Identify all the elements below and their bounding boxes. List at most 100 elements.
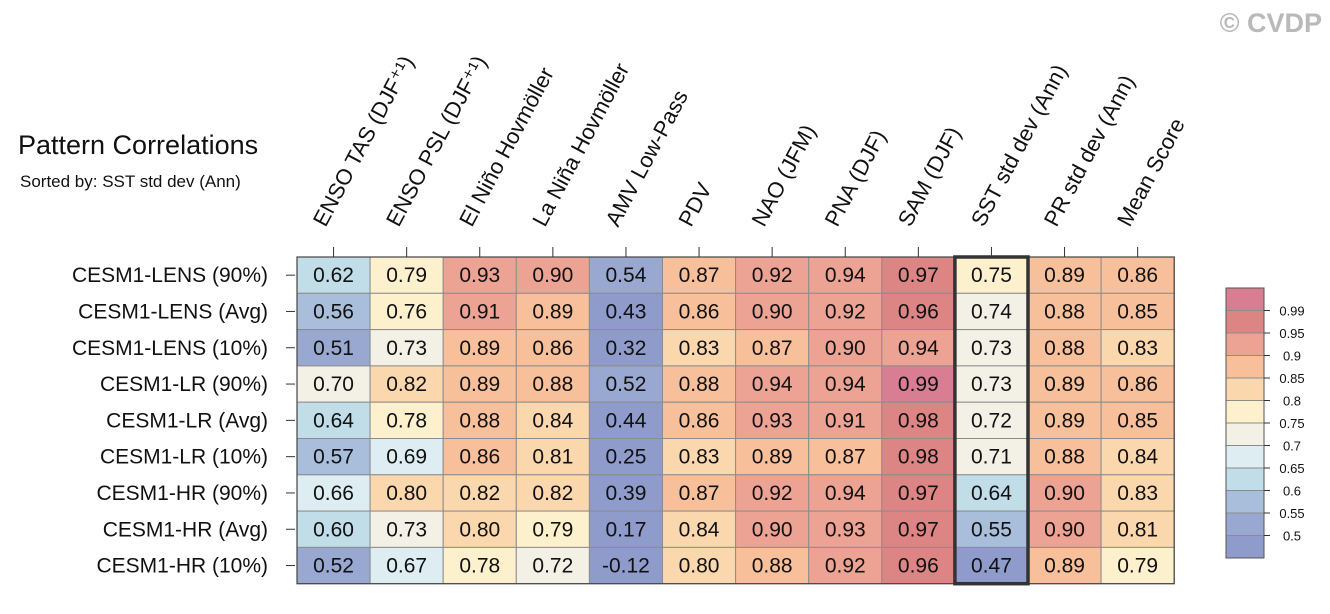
cell-value-label: 0.89 bbox=[459, 373, 500, 396]
heatmap-cell bbox=[442, 510, 517, 548]
heatmap-cell bbox=[662, 256, 737, 294]
heatmap-cell bbox=[662, 292, 737, 331]
cell-value-label: 0.78 bbox=[459, 555, 500, 578]
heatmap-cell bbox=[735, 401, 810, 440]
cell-value-label: 0.91 bbox=[459, 300, 500, 323]
cell-value-label: 0.69 bbox=[386, 446, 427, 469]
row-label: CESM1-LENS (Avg) bbox=[78, 300, 268, 323]
cell-value-label: 0.84 bbox=[532, 409, 573, 432]
cell-value-label: 0.90 bbox=[825, 337, 866, 360]
heatmap-cell bbox=[1100, 510, 1175, 548]
cell-value-label: 0.67 bbox=[386, 555, 427, 578]
cell-value-label: 0.88 bbox=[752, 555, 793, 578]
cell-value-label: 0.60 bbox=[313, 518, 354, 541]
heatmap-cell bbox=[588, 510, 664, 548]
column-label: NAO (JFM) bbox=[746, 120, 820, 230]
cell-value-label: 0.83 bbox=[1117, 482, 1158, 505]
cell-value-label: 0.83 bbox=[679, 446, 720, 469]
legend-label: 0.55 bbox=[1279, 506, 1304, 521]
heatmap-cell bbox=[808, 292, 883, 331]
heatmap-cell bbox=[515, 292, 590, 331]
heatmap-cell bbox=[369, 474, 444, 512]
legend-swatch bbox=[1225, 355, 1265, 379]
cell-value-label: 0.86 bbox=[679, 409, 720, 432]
cell-value-label: 0.90 bbox=[1044, 482, 1085, 505]
cell-value-label: 0.88 bbox=[1044, 300, 1085, 323]
heatmap-cell bbox=[1100, 474, 1175, 512]
cell-value-label: 0.88 bbox=[679, 373, 720, 396]
heatmap-cell bbox=[735, 474, 810, 512]
cell-value-label: 0.57 bbox=[313, 446, 354, 469]
heatmap-cell bbox=[881, 438, 956, 476]
cell-value-label: 0.43 bbox=[606, 300, 647, 323]
cell-value-label: 0.39 bbox=[606, 482, 647, 505]
heatmap-cell bbox=[808, 546, 883, 585]
legend-swatch bbox=[1225, 535, 1265, 559]
cell-value-label: 0.84 bbox=[679, 518, 720, 541]
heatmap-cell bbox=[954, 292, 1029, 331]
cell-value-label: 0.17 bbox=[606, 518, 647, 541]
legend-swatch bbox=[1225, 445, 1265, 469]
legend-label: 0.95 bbox=[1279, 326, 1304, 341]
cell-value-label: 0.64 bbox=[313, 409, 354, 432]
cell-value-label: 0.80 bbox=[386, 482, 427, 505]
row-label: CESM1-HR (90%) bbox=[96, 482, 268, 505]
legend-label: 0.8 bbox=[1283, 394, 1301, 409]
heatmap-cell bbox=[735, 329, 810, 367]
column-headers: ENSO TAS (DJF⁺¹)ENSO PSL (DJF⁺¹)El Niño … bbox=[308, 51, 1190, 257]
cell-value-label: 0.90 bbox=[1044, 518, 1085, 541]
heatmap-cell bbox=[662, 401, 737, 440]
cell-value-label: 0.85 bbox=[1117, 300, 1158, 323]
heatmap-cell bbox=[735, 292, 810, 331]
heatmap-cell bbox=[954, 365, 1029, 403]
heatmap-cell bbox=[515, 329, 590, 367]
cell-value-label: 0.70 bbox=[313, 373, 354, 396]
cell-value-label: 0.47 bbox=[971, 555, 1012, 578]
row-labels: CESM1-LENS (90%) CESM1-LENS (Avg) CESM1-LE… bbox=[72, 264, 295, 578]
cell-value-label: 0.91 bbox=[825, 409, 866, 432]
cell-value-label: 0.92 bbox=[825, 300, 866, 323]
cell-value-label: 0.64 bbox=[971, 482, 1012, 505]
heatmap-cell bbox=[588, 401, 664, 440]
heatmap-cell bbox=[881, 546, 956, 585]
heatmap-cell bbox=[588, 474, 664, 512]
cell-value-label: 0.92 bbox=[752, 482, 793, 505]
cell-value-label: 0.56 bbox=[313, 300, 354, 323]
cell-value-label: 0.93 bbox=[459, 264, 500, 287]
legend-label: 0.65 bbox=[1279, 461, 1304, 476]
cell-value-label: 0.89 bbox=[1044, 373, 1085, 396]
heatmap-cell bbox=[735, 365, 810, 403]
cell-value-label: 0.79 bbox=[386, 264, 427, 287]
cell-value-label: 0.87 bbox=[679, 264, 720, 287]
heatmap-cell bbox=[588, 329, 664, 367]
heatmap-cells bbox=[296, 255, 1175, 586]
heatmap-cell bbox=[515, 510, 590, 548]
cell-value-label: 0.81 bbox=[532, 446, 573, 469]
heatmap-cell bbox=[515, 474, 590, 512]
legend-swatch bbox=[1225, 377, 1265, 401]
cell-value-label: 0.94 bbox=[898, 337, 939, 360]
legend-label: 0.6 bbox=[1283, 484, 1301, 499]
heatmap-cell bbox=[808, 401, 883, 440]
heatmap-cell bbox=[442, 546, 517, 585]
heatmap-cell bbox=[515, 546, 590, 585]
cell-value-label: 0.87 bbox=[679, 482, 720, 505]
legend-swatch bbox=[1225, 332, 1265, 356]
cell-value-label: 0.86 bbox=[1117, 373, 1158, 396]
cell-value-label: 0.89 bbox=[459, 337, 500, 360]
heatmap-cell bbox=[1100, 365, 1175, 403]
legend-swatch bbox=[1225, 287, 1265, 311]
chart-title: Pattern Correlations bbox=[18, 130, 258, 160]
heatmap-cell bbox=[369, 292, 444, 331]
cell-value-label: 0.96 bbox=[898, 300, 939, 323]
column-label: Mean Score bbox=[1112, 114, 1190, 230]
heatmap-cell bbox=[515, 438, 590, 476]
cell-value-label: 0.71 bbox=[971, 446, 1012, 469]
cell-value-label: 0.85 bbox=[1117, 409, 1158, 432]
cell-value-label: 0.78 bbox=[386, 409, 427, 432]
legend-swatch bbox=[1225, 467, 1265, 491]
heatmap-cell bbox=[296, 256, 371, 294]
heatmap-cell bbox=[1100, 256, 1175, 294]
cell-value-label: 0.83 bbox=[1117, 337, 1158, 360]
cell-value-label: 0.66 bbox=[313, 482, 354, 505]
